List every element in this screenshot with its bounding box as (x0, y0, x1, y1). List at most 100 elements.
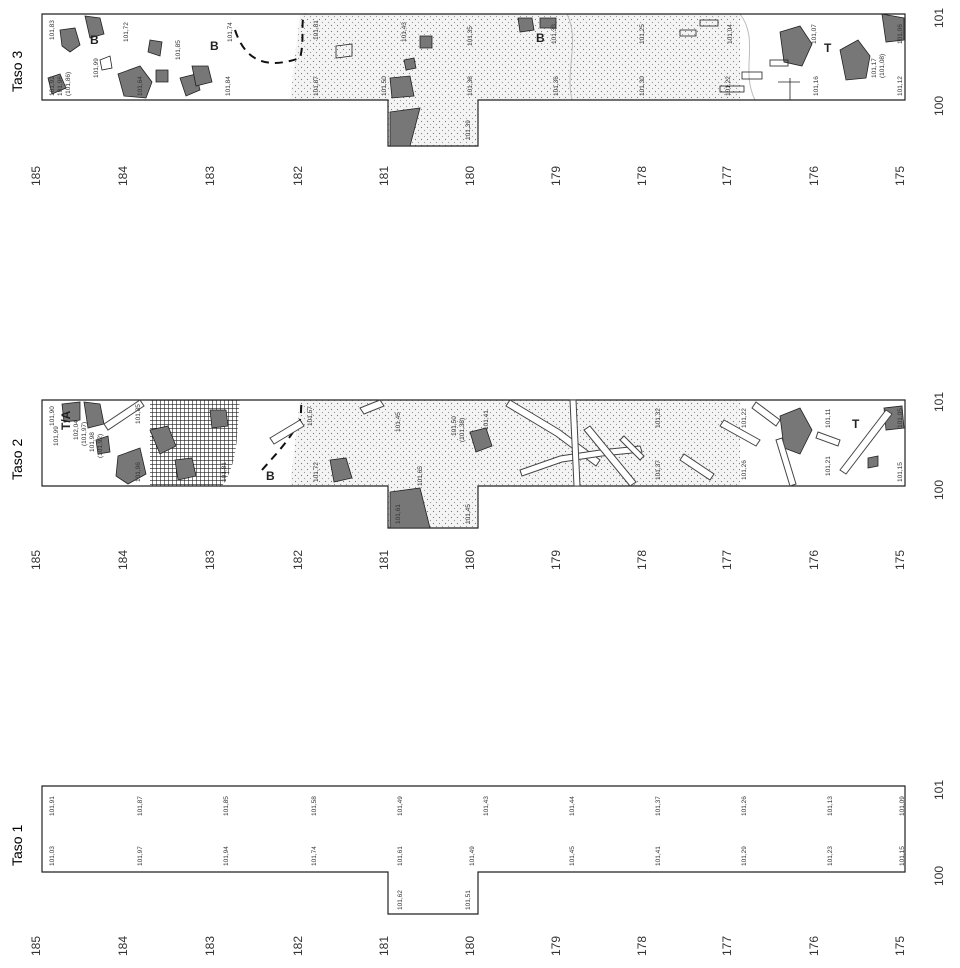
level-reading: 101,83 (49, 20, 56, 40)
level-reading: 101,36 (553, 76, 560, 96)
level-reading: 101,96 (57, 76, 64, 96)
level-reading: 101,85 (175, 40, 182, 60)
y-tick-184: 184 (116, 166, 130, 186)
level-reading: 102,04 (73, 420, 80, 440)
y-tick-185: 185 (29, 936, 43, 956)
level-reading: 101,97 (137, 846, 144, 866)
level-reading: 101,94 (223, 846, 230, 866)
y-tick-182: 182 (291, 166, 305, 186)
level-reading: 101,04 (727, 24, 734, 44)
zone-label: B (210, 39, 219, 53)
y-tick-178: 178 (635, 550, 649, 570)
level-reading: 101,90 (49, 406, 56, 426)
y-tick-184: 184 (116, 550, 130, 570)
level-reading: 101,91 (49, 796, 56, 816)
y-tick-180: 180 (463, 936, 477, 956)
y-tick-183: 183 (203, 166, 217, 186)
level-reading: 101,29 (741, 846, 748, 866)
y-tick-182: 182 (291, 936, 305, 956)
level-reading: 101,15 (897, 462, 904, 482)
zone-label: B (536, 31, 545, 45)
level-reading: 101,07 (811, 24, 818, 44)
panel-taso-1: Taso 1 185 184 183 182 181 180 179 178 1… (9, 780, 946, 956)
y-axis-labels: 185 184 183 182 181 180 179 178 177 176 … (29, 780, 946, 956)
level-reading: (101,08) (879, 54, 886, 78)
level-reading: 101,81 (313, 20, 320, 40)
level-reading: 101,23 (827, 846, 834, 866)
level-reading: 101,64 (137, 76, 144, 96)
level-reading: 101,05 (897, 408, 904, 428)
level-reading: 101,11 (825, 408, 832, 428)
level-reading: 101,72 (123, 22, 130, 42)
level-reading: 101,38 (467, 76, 474, 96)
level-reading: (101,86) (65, 72, 72, 96)
level-reading: 101,51 (465, 890, 472, 910)
level-reading: 101,22 (741, 408, 748, 428)
y-tick-175: 175 (893, 936, 907, 956)
level-reading: 101,03 (49, 846, 56, 866)
panel-title: Taso 3 (9, 51, 25, 92)
stones (61, 401, 905, 529)
level-reading: 101,49 (397, 796, 404, 816)
y-tick-179: 179 (549, 936, 563, 956)
level-reading: 101,62 (397, 890, 404, 910)
x-tick-100: 100 (932, 96, 946, 116)
trench-outline (41, 785, 906, 915)
level-reading: (101,92) (97, 434, 104, 458)
level-reading: 101,87 (137, 796, 144, 816)
level-reading: 101,21 (825, 456, 832, 476)
level-reading: 101,43 (401, 22, 408, 42)
wood-features (103, 399, 893, 487)
y-tick-183: 183 (203, 550, 217, 570)
level-reading: 101,74 (311, 846, 318, 866)
level-reading: 101,06 (897, 24, 904, 44)
y-tick-183: 183 (203, 936, 217, 956)
level-reading: 101,39 (465, 120, 472, 140)
y-tick-178: 178 (635, 936, 649, 956)
level-reading: 101,12 (897, 76, 904, 96)
panel-title: Taso 1 (9, 825, 25, 866)
y-tick-175: 175 (893, 166, 907, 186)
level-readings: 101,91 101,87 101,85 101,58 101,49 101,4… (49, 796, 906, 910)
level-reading: (101,97) (81, 422, 88, 446)
y-tick-176: 176 (807, 936, 821, 956)
level-reading: 101,44 (569, 796, 576, 816)
y-tick-181: 181 (377, 550, 391, 570)
level-reading: 101,96 (135, 462, 142, 482)
level-reading: 101,50 (451, 416, 458, 436)
y-tick-177: 177 (720, 166, 734, 186)
level-reading: 101,15 (899, 846, 906, 866)
y-tick-175: 175 (893, 550, 907, 570)
level-reading: 101,16 (813, 76, 820, 96)
x-tick-101: 101 (932, 8, 946, 28)
level-reading: 101,99 (93, 58, 100, 78)
y-tick-181: 181 (377, 936, 391, 956)
zone-label: B (90, 33, 99, 47)
x-tick-100: 100 (932, 866, 946, 886)
level-reading: 101,81 (221, 462, 228, 482)
level-reading: 101,37 (655, 796, 662, 816)
trench-outline (41, 13, 906, 147)
level-reading: 101,26 (741, 460, 748, 480)
level-reading: 101,85 (223, 796, 230, 816)
level-reading: 101,37 (655, 460, 662, 480)
level-reading: 101,45 (465, 504, 472, 524)
panel-title: Taso 2 (9, 439, 25, 480)
y-tick-182: 182 (291, 550, 305, 570)
y-tick-176: 176 (807, 550, 821, 570)
x-tick-101: 101 (932, 780, 946, 800)
y-tick-181: 181 (377, 166, 391, 186)
x-tick-101: 101 (932, 392, 946, 412)
y-tick-185: 185 (29, 550, 43, 570)
level-reading: 101,57 (307, 406, 314, 426)
level-reading: 101,09 (899, 796, 906, 816)
y-tick-179: 179 (549, 550, 563, 570)
level-reading: 101,85 (135, 404, 142, 424)
level-reading: 101,98 (89, 432, 96, 452)
level-reading: 101,17 (871, 58, 878, 78)
y-tick-177: 177 (720, 936, 734, 956)
zone-label: B (266, 469, 275, 483)
level-reading: 101,45 (395, 412, 402, 432)
y-tick-185: 185 (29, 166, 43, 186)
